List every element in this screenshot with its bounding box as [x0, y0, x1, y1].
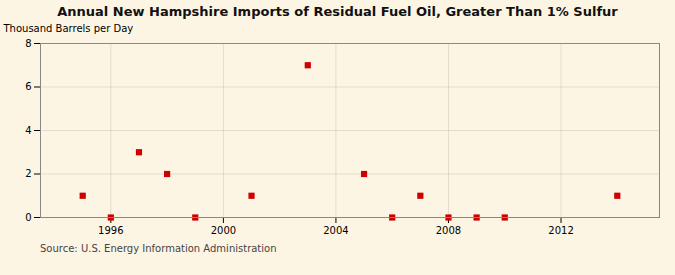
svg-text:0: 0: [25, 212, 31, 223]
svg-text:1996: 1996: [98, 225, 123, 236]
svg-text:2: 2: [25, 168, 31, 179]
svg-text:4: 4: [25, 125, 31, 136]
svg-text:6: 6: [25, 81, 31, 92]
svg-text:2008: 2008: [436, 225, 461, 236]
svg-text:2004: 2004: [323, 225, 348, 236]
html-text:Annual New Hampshire Imports o: Annual New Hampshire Imports of Residual…: [57, 4, 618, 19]
html-text:Source: U.S. Energy Informatio: Source: U.S. Energy Information Administ…: [40, 243, 277, 254]
svg-text:Thousand Barrels per Day: Thousand Barrels per Day: [3, 23, 134, 34]
svg-text:2000: 2000: [211, 225, 236, 236]
svg-text:2012: 2012: [548, 225, 573, 236]
svg-text:8: 8: [25, 38, 31, 49]
